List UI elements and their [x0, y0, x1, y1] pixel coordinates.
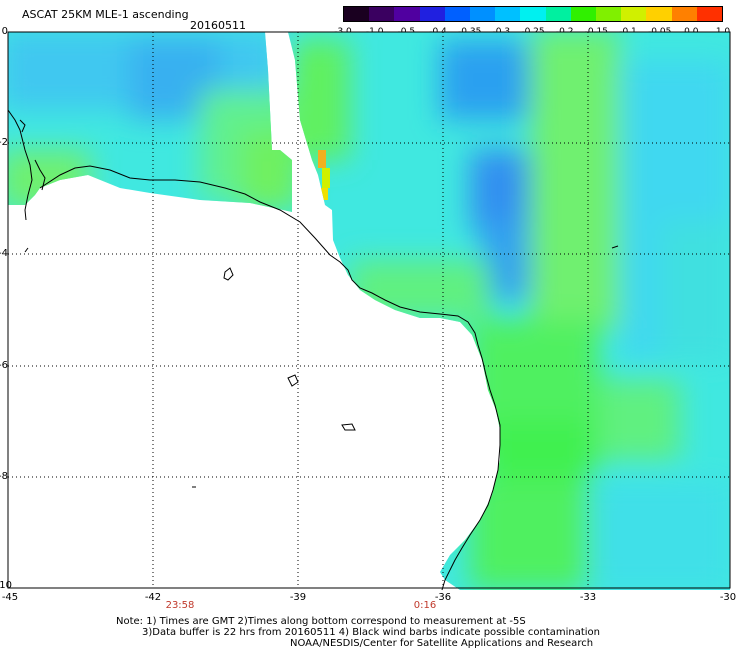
y-label: -2	[0, 137, 8, 148]
colorbar-segment	[646, 7, 672, 21]
colorbar-segment	[520, 7, 546, 21]
x-label: -45	[1, 592, 19, 603]
colorbar-segment	[419, 7, 445, 21]
coastline	[7, 109, 619, 591]
colorbar-segment	[369, 7, 395, 21]
x-label: -42	[144, 592, 162, 603]
colorbar-segment	[470, 7, 496, 21]
map-title: ASCAT 25KM MLE-1 ascending	[22, 8, 189, 21]
time-label-left: 23:58	[165, 600, 195, 611]
colorbar	[343, 6, 723, 22]
colorbar-segment	[671, 7, 697, 21]
y-label: -8	[0, 471, 8, 482]
colorbar-segment	[394, 7, 420, 21]
colorbar-segment	[596, 7, 622, 21]
colorbar-segment	[570, 7, 597, 21]
note-line-2: 3)Data buffer is 22 hrs from 20160511 4)…	[142, 627, 600, 638]
colorbar-segment	[545, 7, 571, 21]
note-line-3: NOAA/NESDIS/Center for Satellite Applica…	[290, 638, 594, 649]
colorbar-segment	[344, 7, 370, 21]
graticule	[8, 32, 730, 588]
y-label: -6	[0, 360, 8, 371]
colorbar-segment	[495, 7, 521, 21]
colorbar-segment	[621, 7, 647, 21]
x-label: -39	[289, 592, 307, 603]
y-label: 0	[1, 26, 8, 37]
x-label: -30	[719, 592, 737, 603]
x-label: -36	[434, 592, 452, 603]
y-label: -10	[0, 580, 12, 591]
colorbar-segment	[696, 7, 723, 21]
wind-field	[8, 32, 730, 590]
y-label: -4	[0, 248, 8, 259]
colorbar-segment	[444, 7, 471, 21]
map-date: 20160511	[190, 19, 246, 32]
note-line-1: Note: 1) Times are GMT 2)Times along bot…	[116, 616, 526, 627]
time-label-right: 0:16	[413, 600, 437, 611]
x-label: -33	[579, 592, 597, 603]
